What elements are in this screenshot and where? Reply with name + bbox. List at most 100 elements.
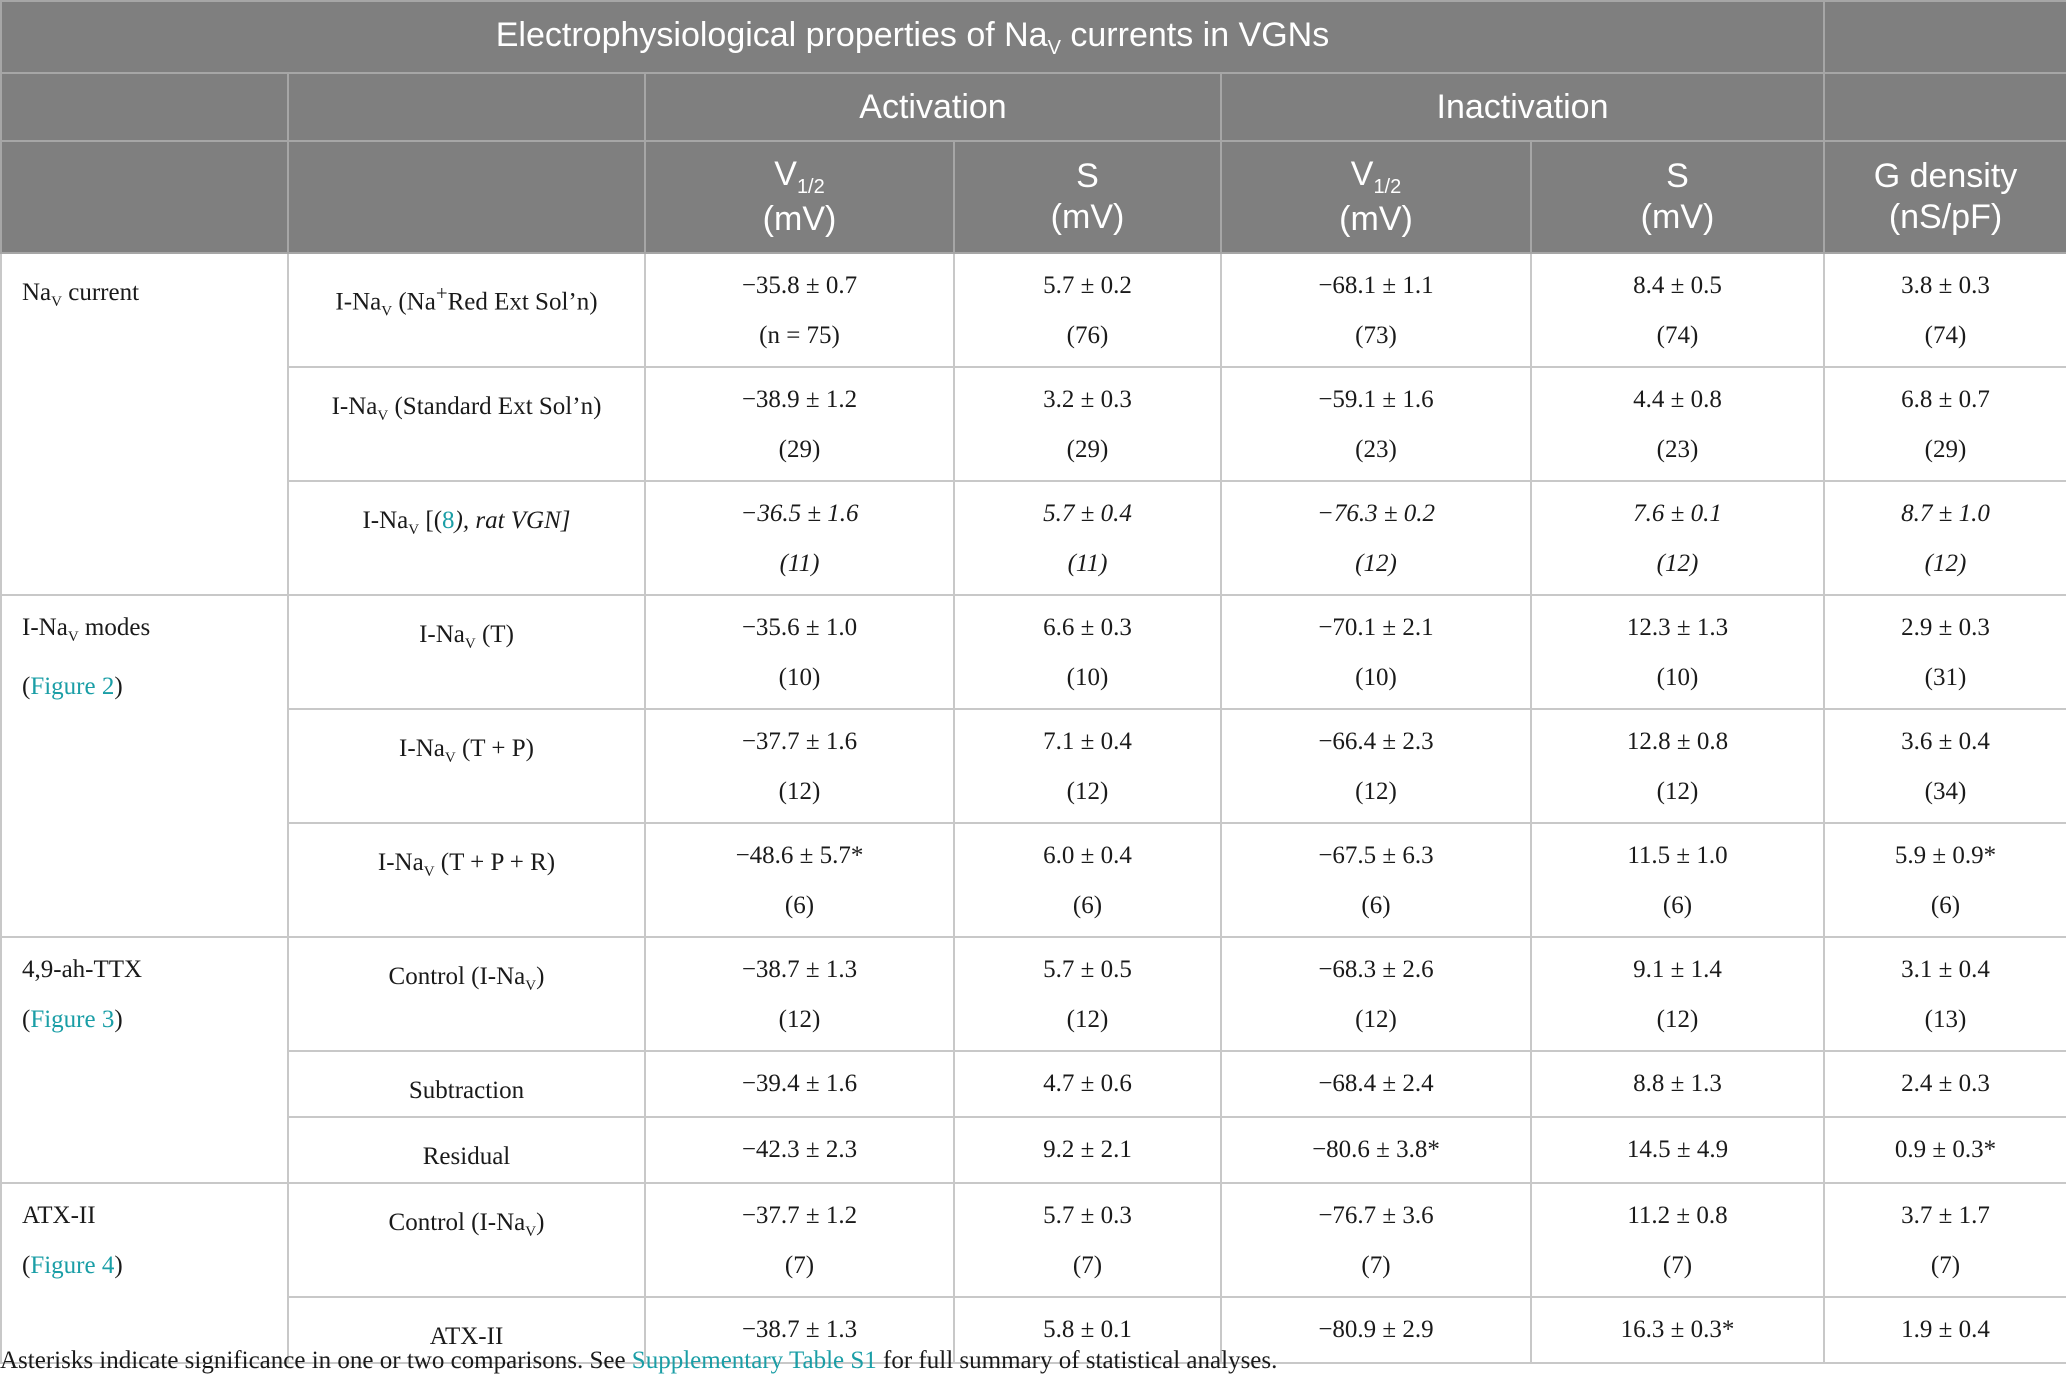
table-cell: 8.7 ± 1.0 (12) — [1823, 480, 2066, 596]
header-activation: Activation — [644, 72, 1222, 142]
table-cell: 2.9 ± 0.3 (31) — [1823, 594, 2066, 710]
table-cell: −48.6 ± 5.7* (6) — [644, 822, 955, 938]
header-empty-cell — [1823, 72, 2066, 142]
table-row: ATX-II −38.7 ± 1.3 5.8 ± 0.1 −80.9 ± 2.9… — [1, 1296, 2066, 1364]
table-row: NaV current I-NaV (Na+Red Ext Sol’n) −35… — [0, 252, 2066, 596]
table-cell: −66.4 ± 2.3 (12) — [1220, 708, 1532, 824]
table-cell: 2.4 ± 0.3 — [1823, 1050, 2066, 1118]
group-label-atx: ATX-II (Figure 4) — [0, 1182, 289, 1364]
table-cell: 5.9 ± 0.9* (6) — [1823, 822, 2066, 938]
header-inactivation-v-half: V1/2 (mV) — [1220, 140, 1532, 254]
table-cell: 3.6 ± 0.4 (34) — [1823, 708, 2066, 824]
table-cell: −76.3 ± 0.2 (12) — [1220, 480, 1532, 596]
row-label: Residual — [287, 1116, 646, 1184]
table-cell: −76.7 ± 3.6 (7) — [1220, 1182, 1532, 1298]
table-footnote: Asterisks indicate significance in one o… — [0, 1347, 1278, 1374]
table-cell: 9.1 ± 1.4 (12) — [1530, 936, 1825, 1052]
table-cell: −39.4 ± 1.6 — [644, 1050, 955, 1118]
table-cell: 4.4 ± 0.8 (23) — [1530, 366, 1825, 482]
row-label: I-NaV (Na+Red Ext Sol’n) — [287, 252, 646, 368]
table-cell: −80.9 ± 2.9 — [1220, 1296, 1532, 1364]
table-cell: −70.1 ± 2.1 (10) — [1220, 594, 1532, 710]
reference-link[interactable]: 8 — [442, 507, 455, 534]
table-cell: 9.2 ± 2.1 — [953, 1116, 1222, 1184]
table-cell: −59.1 ± 1.6 (23) — [1220, 366, 1532, 482]
table-cell: −68.3 ± 2.6 (12) — [1220, 936, 1532, 1052]
header-activation-v-half: V1/2 (mV) — [644, 140, 955, 254]
table-cell: −67.5 ± 6.3 (6) — [1220, 822, 1532, 938]
supplementary-table-link[interactable]: Supplementary Table S1 — [631, 1347, 877, 1374]
table-row: I-NaV (T + P) −37.7 ± 1.6 (12) 7.1 ± 0.4(… — [1, 708, 2066, 824]
table-cell: 5.8 ± 0.1 — [953, 1296, 1222, 1364]
row-label: I-NaV (Standard Ext Sol’n) — [287, 366, 646, 482]
table-row: ATX-II (Figure 4) Control (I-NaV) −37.7 ±… — [0, 1182, 2066, 1364]
table-title: Electrophysiological properties of NaV c… — [0, 0, 1825, 74]
table-cell: −42.3 ± 2.3 — [644, 1116, 955, 1184]
table-row: I-NaV [(8), rat VGN] −36.5 ± 1.6 (11) 5.7… — [1, 480, 2066, 596]
row-label: I-NaV (T + P) — [287, 708, 646, 824]
header-empty-cell — [287, 72, 646, 142]
table-cell: 14.5 ± 4.9 — [1530, 1116, 1825, 1184]
table-cell: −35.8 ± 0.7 (n = 75) — [644, 252, 955, 368]
row-label: Subtraction — [287, 1050, 646, 1118]
header-empty-cell — [0, 140, 289, 254]
table-cell: −38.7 ± 1.3 (12) — [644, 936, 955, 1052]
table-cell: 3.7 ± 1.7 (7) — [1823, 1182, 2066, 1298]
header-inactivation-s: S (mV) — [1530, 140, 1825, 254]
table-cell: 7.6 ± 0.1 (12) — [1530, 480, 1825, 596]
header-empty-cell — [1823, 0, 2066, 74]
row-label: ATX-II — [287, 1296, 646, 1364]
table-cell: 7.1 ± 0.4 (12) — [953, 708, 1222, 824]
table-cell: 5.7 ± 0.2 (76) — [953, 252, 1222, 368]
table-cell: 4.7 ± 0.6 — [953, 1050, 1222, 1118]
row-label: Control (I-NaV) — [287, 936, 646, 1052]
table-cell: −38.7 ± 1.3 — [644, 1296, 955, 1364]
table-cell: 5.7 ± 0.4 (11) — [953, 480, 1222, 596]
table-cell: −35.6 ± 1.0 (10) — [644, 594, 955, 710]
table-cell: 3.8 ± 0.3 (74) — [1823, 252, 2066, 368]
table-cell: −37.7 ± 1.2 (7) — [644, 1182, 955, 1298]
header-g-density: G density (nS/pF) — [1823, 140, 2066, 254]
table-cell: −68.1 ± 1.1 (73) — [1220, 252, 1532, 368]
table-row: Subtraction −39.4 ± 1.6 4.7 ± 0.6 −68.4 … — [1, 1050, 2066, 1118]
table-cell: 3.2 ± 0.3 (29) — [953, 366, 1222, 482]
row-label: I-NaV (T) — [287, 594, 646, 710]
table-cell: −37.7 ± 1.6 (12) — [644, 708, 955, 824]
row-label: I-NaV [(8), rat VGN] — [287, 480, 646, 596]
table-cell: 6.6 ± 0.3 (10) — [953, 594, 1222, 710]
figure-4-link[interactable]: Figure 4 — [30, 1252, 115, 1279]
group-label-ttx: 4,9-ah-TTX (Figure 3) — [0, 936, 289, 1184]
header-activation-s: S (mV) — [953, 140, 1222, 254]
table-row: I-NaV (T + P + R) −48.6 ± 5.7* (6) 6.0 ± … — [1, 822, 2066, 938]
table-row: Residual −42.3 ± 2.3 9.2 ± 2.1 −80.6 ± 3… — [1, 1116, 2066, 1184]
group-label-modes: I-NaV modes (Figure 2) — [0, 594, 289, 938]
table-cell: 16.3 ± 0.3* — [1530, 1296, 1825, 1364]
table-cell: 0.9 ± 0.3* — [1823, 1116, 2066, 1184]
header-empty-cell — [287, 140, 646, 254]
table-cell: 12.8 ± 0.8 (12) — [1530, 708, 1825, 824]
table-cell: −36.5 ± 1.6 (11) — [644, 480, 955, 596]
row-label: I-NaV (T + P + R) — [287, 822, 646, 938]
table-cell: −38.9 ± 1.2 (29) — [644, 366, 955, 482]
table-cell: −68.4 ± 2.4 — [1220, 1050, 1532, 1118]
row-label: Control (I-NaV) — [287, 1182, 646, 1298]
table-cell: 6.8 ± 0.7 (29) — [1823, 366, 2066, 482]
figure-2-link[interactable]: Figure 2 — [30, 673, 115, 700]
table-cell: 8.8 ± 1.3 — [1530, 1050, 1825, 1118]
table-cell: 6.0 ± 0.4 (6) — [953, 822, 1222, 938]
table-cell: 1.9 ± 0.4 — [1823, 1296, 2066, 1364]
table-cell: 11.2 ± 0.8 (7) — [1530, 1182, 1825, 1298]
header-inactivation: Inactivation — [1220, 72, 1825, 142]
table-cell: 3.1 ± 0.4 (13) — [1823, 936, 2066, 1052]
table-row: I-NaV (Standard Ext Sol’n) −38.9 ± 1.2 (2… — [1, 366, 2066, 482]
table-cell: 12.3 ± 1.3 (10) — [1530, 594, 1825, 710]
group-label-nav-current: NaV current — [0, 252, 289, 596]
table-row: I-NaV modes (Figure 2) I-NaV (T) −35.6 ± … — [0, 594, 2066, 938]
table-cell: 5.7 ± 0.3 (7) — [953, 1182, 1222, 1298]
table-cell: 8.4 ± 0.5 (74) — [1530, 252, 1825, 368]
table-row: 4,9-ah-TTX (Figure 3) Control (I-NaV) −38… — [0, 936, 2066, 1184]
table-cell: 5.7 ± 0.5 (12) — [953, 936, 1222, 1052]
figure-3-link[interactable]: Figure 3 — [30, 1006, 115, 1033]
table-cell: −80.6 ± 3.8* — [1220, 1116, 1532, 1184]
